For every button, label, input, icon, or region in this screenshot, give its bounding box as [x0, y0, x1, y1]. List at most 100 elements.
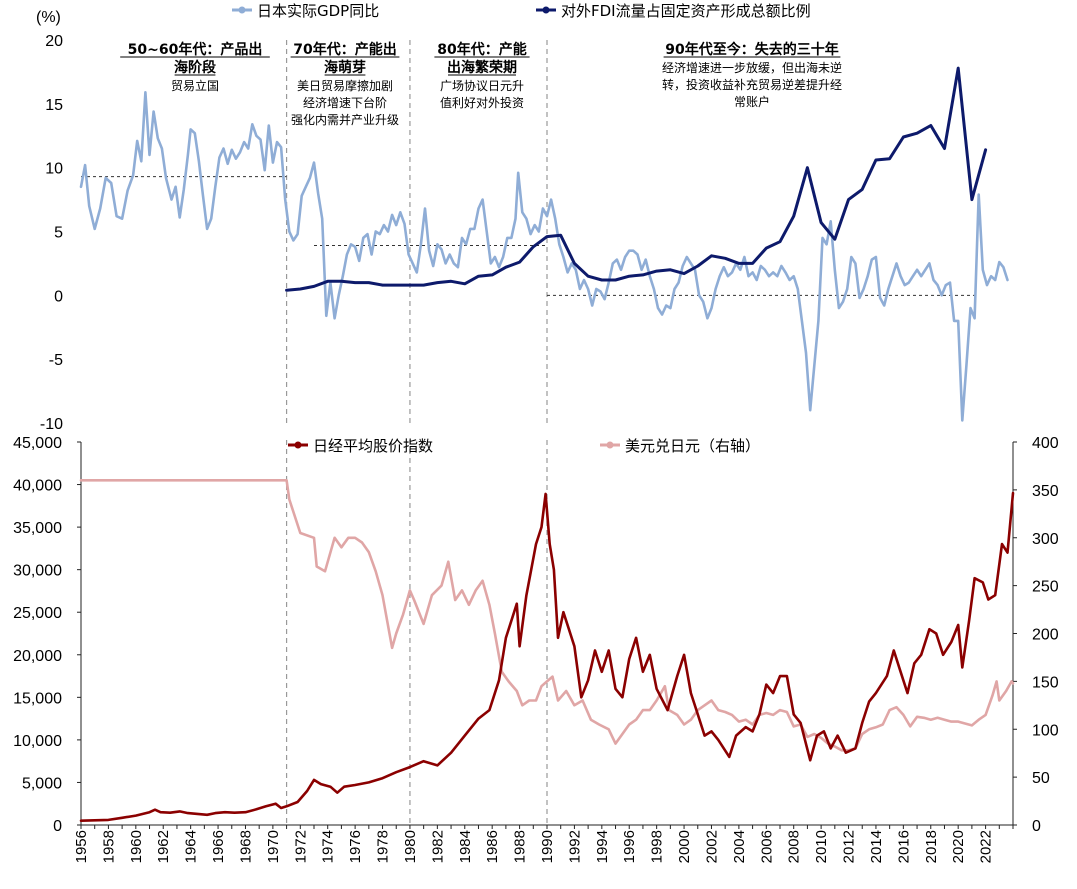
y-tick-label: 5 — [54, 225, 63, 242]
x-tick-label: 1976 — [347, 830, 364, 863]
y-tick-label-right: 50 — [1032, 770, 1050, 787]
x-tick-label: 1994 — [594, 830, 611, 863]
x-tick-label: 2006 — [758, 830, 775, 863]
x-tick-label: 2008 — [786, 830, 803, 863]
x-tick-label: 1956 — [73, 830, 90, 863]
y-tick-label-right: 350 — [1032, 483, 1059, 500]
y-tick-label-left: 35,000 — [13, 520, 62, 537]
x-tick-label: 1966 — [210, 830, 227, 863]
top-series-group — [79, 66, 1009, 422]
annotation-title: 70年代：产能出 — [293, 41, 396, 58]
x-tick-label: 1958 — [100, 830, 117, 863]
legend-marker — [606, 441, 614, 449]
annotation-title: 海萌芽 — [324, 59, 366, 76]
era-dividers — [285, 40, 548, 423]
x-tick-label: 2010 — [813, 830, 830, 863]
annotation-body: 常账户 — [734, 94, 770, 109]
y-tick-label-right: 100 — [1032, 722, 1059, 739]
x-tick-label: 1996 — [621, 830, 638, 863]
annotation-body: 贸易立国 — [171, 78, 219, 93]
y-tick-label-right: 0 — [1032, 818, 1041, 835]
legend-marker — [542, 6, 550, 14]
y-tick-label: -10 — [40, 416, 63, 433]
x-tick-label: 1964 — [183, 830, 200, 863]
x-tick-label: 1978 — [375, 830, 392, 863]
y-tick-label-left: 40,000 — [13, 478, 62, 495]
top-y-axis: (%) 20 15 10 5 0 -5 -10 — [36, 9, 63, 433]
y-tick-label-right: 250 — [1032, 579, 1059, 596]
legend-marker — [294, 441, 302, 449]
y-tick-label-right: 200 — [1032, 627, 1059, 644]
x-tick-label: 1970 — [265, 830, 282, 863]
x-tick-label: 1968 — [237, 830, 254, 863]
bottom-series-group — [79, 478, 1015, 823]
top-legend: 日本实际GDP同比 对外FDI流量占固定资产形成总额比例 — [232, 2, 811, 20]
annotation-body: 美日贸易摩擦加剧 — [297, 78, 393, 93]
x-tick-label: 2004 — [731, 830, 748, 863]
y-tick-label: 10 — [45, 161, 63, 178]
y-tick-label-left: 10,000 — [13, 733, 62, 750]
legend-label: 日经平均股价指数 — [313, 437, 433, 455]
annotation-title: 50~60年代：产品出 — [128, 41, 263, 58]
annotation-title: 海阶段 — [174, 59, 216, 76]
era-annotations: 50~60年代：产品出海阶段贸易立国70年代：产能出海萌芽美日贸易摩擦加剧经济增… — [120, 41, 842, 127]
y-tick-label-left: 45,000 — [13, 435, 62, 452]
series-line-nikkei — [79, 491, 1015, 823]
y-tick-label: -5 — [49, 352, 63, 369]
series-line-gdp — [79, 91, 1009, 422]
x-tick-label: 1988 — [512, 830, 529, 863]
legend-label: 日本实际GDP同比 — [257, 2, 379, 20]
x-tick-label: 1992 — [566, 830, 583, 863]
y-tick-label-left: 0 — [53, 818, 62, 835]
y-tick-label-right: 400 — [1032, 435, 1059, 452]
x-tick-label: 2016 — [895, 830, 912, 863]
x-tick-label: 1960 — [128, 830, 145, 863]
annotation-body: 经济增速进一步放缓，但出海未逆 — [662, 60, 842, 75]
y-tick-label: 0 — [54, 288, 63, 305]
y-axis-unit-label: (%) — [36, 9, 61, 26]
annotation-body: 转，投资收益补充贸易逆差提升经 — [662, 77, 842, 92]
annotation-body: 经济增速下台阶 — [303, 95, 387, 110]
annotation-body: 强化内需并产业升级 — [291, 113, 399, 127]
y-tick-label: 20 — [45, 33, 63, 50]
x-tick-label: 2000 — [676, 830, 693, 863]
annotation-title: 出海繁荣期 — [447, 59, 517, 76]
y-tick-label-left: 25,000 — [13, 605, 62, 622]
x-tick-label: 1980 — [402, 830, 419, 863]
era-annotation: 90年代至今：失去的三十年经济增速进一步放缓，但出海未逆转，投资收益补充贸易逆差… — [662, 41, 842, 109]
x-tick-label: 2002 — [703, 830, 720, 863]
x-tick-label: 2014 — [868, 830, 885, 863]
legend-label: 对外FDI流量占固定资产形成总额比例 — [561, 2, 811, 20]
legend-marker — [238, 6, 246, 14]
x-tick-label: 1984 — [457, 830, 474, 863]
x-tick-label: 2022 — [978, 830, 995, 863]
series-line-fdi — [285, 66, 988, 292]
y-tick-label-left: 20,000 — [13, 648, 62, 665]
x-tick-label: 1990 — [539, 830, 556, 863]
y-tick-label: 15 — [45, 97, 63, 114]
annotation-body: 广场协议日元升 — [440, 78, 524, 93]
y-tick-label-left: 15,000 — [13, 690, 62, 707]
x-tick-label: 1962 — [155, 830, 172, 863]
x-tick-label: 1972 — [292, 830, 309, 863]
x-tick-label: 2018 — [923, 830, 940, 863]
x-tick-label: 2020 — [950, 830, 967, 863]
y-tick-label-right: 300 — [1032, 531, 1059, 548]
annotation-title: 80年代：产能 — [437, 41, 526, 58]
y-tick-label-right: 150 — [1032, 674, 1059, 691]
bottom-panel: 45,000 40,000 35,000 30,000 25,000 20,000 15,0… — [13, 435, 1059, 863]
x-tick-label: 1986 — [484, 830, 501, 863]
annotation-body: 值利好对外投资 — [440, 95, 524, 110]
y-tick-label-left: 5,000 — [22, 775, 62, 792]
x-tick-label: 1982 — [429, 830, 446, 863]
series-line-usdjpy — [79, 478, 1015, 752]
bottom-axes: 45,000 40,000 35,000 30,000 25,000 20,000 15,0… — [13, 435, 1059, 863]
reference-lines — [81, 176, 979, 296]
annotation-title: 90年代至今：失去的三十年 — [665, 41, 838, 58]
